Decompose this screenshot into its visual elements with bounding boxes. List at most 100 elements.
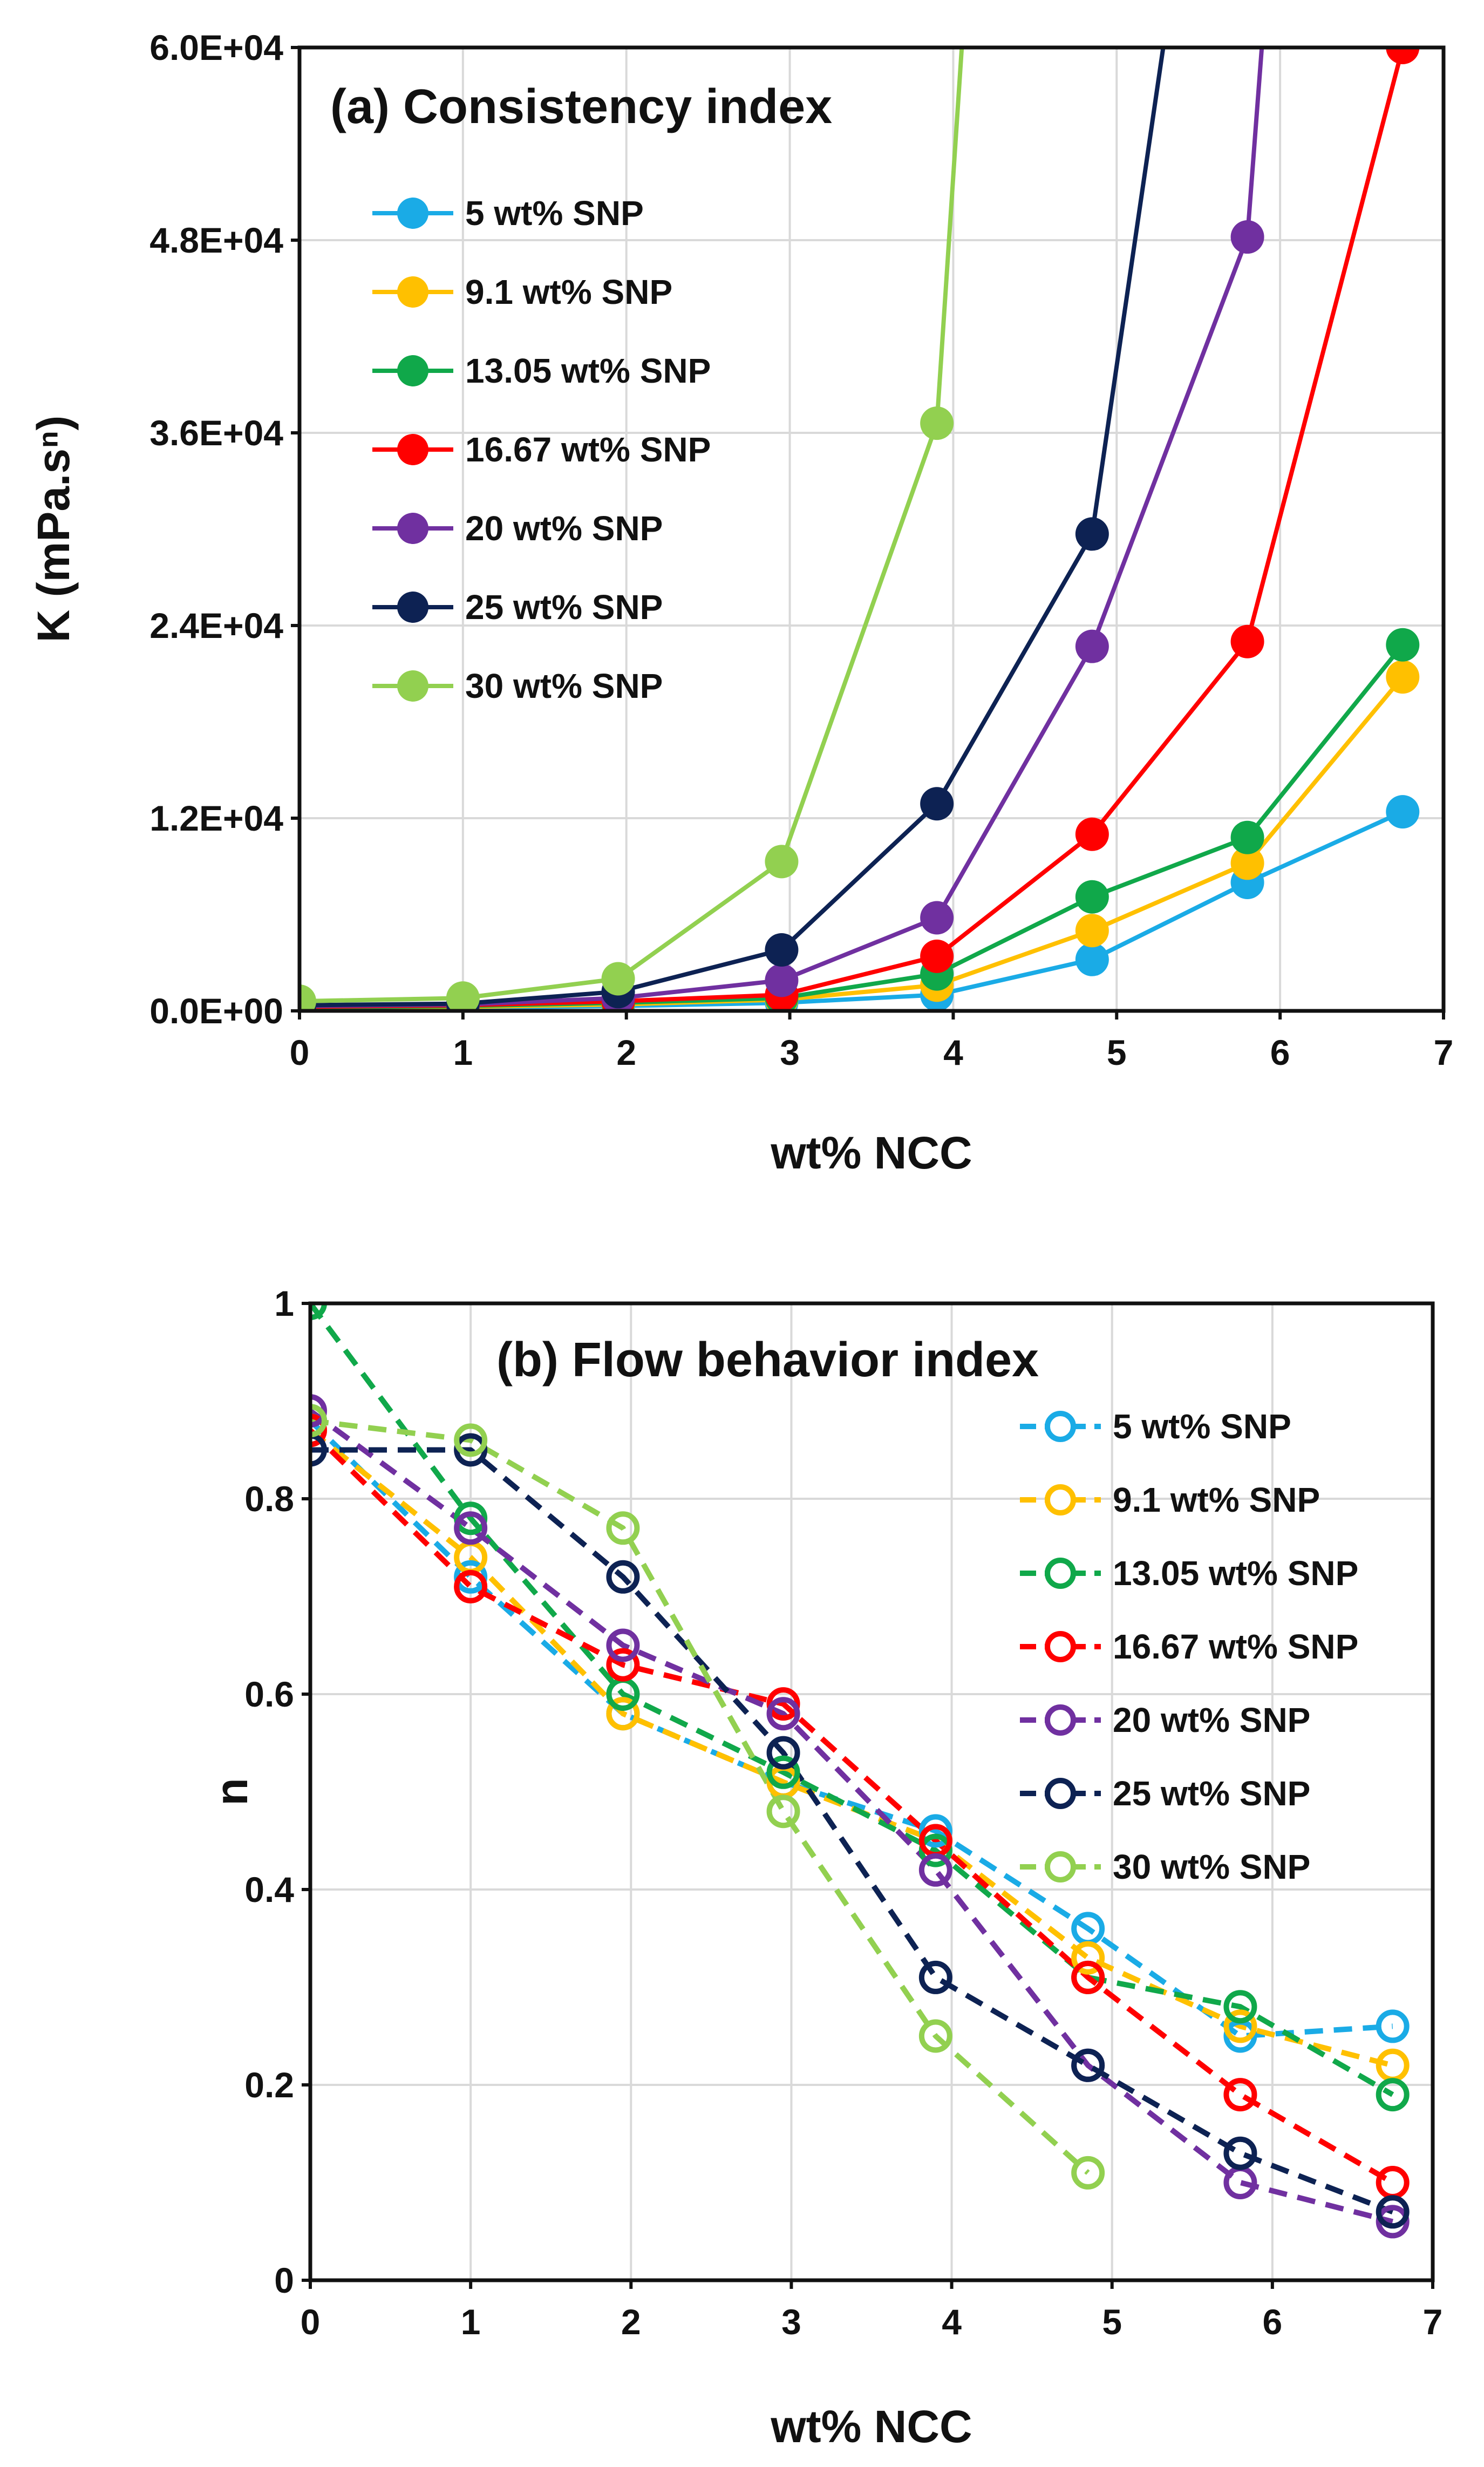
x-tick-label: 0 (301, 2302, 321, 2342)
legend-swatch-marker (397, 355, 428, 386)
x-tick-label: 5 (1102, 2302, 1122, 2342)
data-point (606, 1628, 640, 1662)
data-point (920, 406, 954, 440)
panel-a-x-axis-title: wt% NCC (770, 1127, 972, 1178)
data-point (1071, 2156, 1105, 2190)
data-point (1075, 629, 1109, 663)
data-point (766, 1755, 800, 1789)
data-point (454, 1423, 488, 1457)
data-point (1223, 2009, 1257, 2043)
data-point (765, 933, 799, 967)
legend-label: 9.1 wt% SNP (1113, 1480, 1320, 1519)
data-point (1223, 1990, 1257, 2024)
x-tick-label: 6 (1262, 2302, 1282, 2342)
data-point (446, 981, 480, 1011)
data-point (765, 845, 799, 879)
data-point (606, 1511, 640, 1545)
x-tick-label: 4 (943, 1032, 963, 1072)
legend-swatch-marker (397, 434, 428, 465)
data-point (1223, 2078, 1257, 2112)
panel-b-grid (310, 1303, 1433, 2280)
y-tick-label: 0.4 (244, 1870, 294, 1909)
legend-swatch-marker (1045, 1631, 1076, 1662)
data-point (918, 1853, 952, 1887)
legend-swatch-marker (397, 670, 428, 702)
data-point (918, 1833, 952, 1867)
panel-a-frame (297, 45, 1446, 1013)
legend-swatch-marker (1045, 1558, 1076, 1589)
data-point (1075, 942, 1109, 976)
panel-b-legend: 5 wt% SNP 9.1 wt% SNP 13.05 wt% SNP 16.67 w… (1020, 1407, 1358, 1886)
data-point (1230, 846, 1264, 880)
legend-label: 9.1 wt% SNP (465, 273, 672, 311)
legend-label: 20 wt% SNP (465, 509, 663, 548)
data-point (1376, 2078, 1410, 2112)
panel-b-title: (b) Flow behavior index (496, 1333, 1039, 1387)
y-tick-label: 1 (274, 1283, 294, 1323)
series-line (310, 1418, 1393, 2039)
data-point (310, 1394, 327, 1428)
data-point (1230, 624, 1264, 658)
data-point (1376, 2205, 1410, 2239)
x-tick-label: 1 (453, 1032, 473, 1072)
data-point (1386, 660, 1420, 694)
data-point (766, 1687, 800, 1721)
data-point (1071, 1941, 1105, 1975)
y-tick-label: 0 (274, 2260, 294, 2300)
y-tick-label: 0.0E+00 (149, 991, 283, 1031)
series-line (299, 47, 964, 1004)
data-point (766, 1697, 800, 1731)
x-tick-label: 4 (942, 2302, 962, 2342)
data-point (1386, 47, 1420, 64)
series-line (310, 1418, 1090, 2175)
data-point (310, 1413, 327, 1447)
data-point (920, 901, 954, 935)
legend-label: 16.67 wt% SNP (1113, 1627, 1358, 1666)
y-tick-label: 0.2 (244, 2065, 294, 2105)
y-tick-label: 0.6 (244, 1674, 294, 1714)
legend-label: 13.05 wt% SNP (1113, 1554, 1358, 1593)
data-point (1230, 820, 1264, 854)
legend-swatch-marker (397, 513, 428, 544)
legend-label: 30 wt% SNP (465, 667, 663, 705)
legend-label: 30 wt% SNP (1113, 1847, 1310, 1886)
panel-b-x-axis-title: wt% NCC (770, 2401, 972, 2452)
x-tick-label: 2 (616, 1032, 636, 1072)
series-line (310, 1409, 1393, 2225)
data-point (606, 1648, 640, 1682)
x-tick-label: 7 (1423, 2302, 1443, 2342)
legend-label: 25 wt% SNP (1113, 1774, 1310, 1813)
legend-label: 20 wt% SNP (1113, 1701, 1310, 1739)
data-point (1223, 2136, 1257, 2170)
x-tick-label: 1 (461, 2302, 481, 2342)
data-point (918, 2019, 952, 2053)
legend-label: 5 wt% SNP (1113, 1407, 1291, 1446)
data-point (920, 939, 954, 973)
y-tick-label: 4.8E+04 (149, 220, 283, 260)
data-point (1071, 1960, 1105, 1994)
data-point (766, 1795, 800, 1829)
legend-label: 16.67 wt% SNP (465, 430, 711, 469)
data-point (1386, 628, 1420, 662)
data-point (310, 1404, 327, 1438)
x-tick-label: 0 (290, 1032, 310, 1072)
x-tick-label: 5 (1107, 1032, 1127, 1072)
x-tick-label: 3 (781, 2302, 801, 2342)
data-point (765, 963, 799, 997)
legend-swatch-marker (1045, 1704, 1076, 1736)
x-tick-label: 2 (621, 2302, 641, 2342)
data-point (920, 787, 954, 821)
y-tick-label: 3.6E+04 (149, 413, 283, 453)
data-point (601, 962, 635, 996)
data-point (1376, 2195, 1410, 2229)
y-tick-label: 1.2E+04 (149, 798, 283, 838)
data-point (454, 1433, 488, 1467)
data-point (299, 984, 316, 1011)
data-point (1075, 817, 1109, 851)
data-point (1376, 2166, 1410, 2199)
panel-b-frame (308, 1301, 1435, 2282)
y-tick-label: 0.8 (244, 1479, 294, 1519)
legend-label: 5 wt% SNP (465, 194, 644, 233)
x-tick-label: 6 (1270, 1032, 1290, 1072)
